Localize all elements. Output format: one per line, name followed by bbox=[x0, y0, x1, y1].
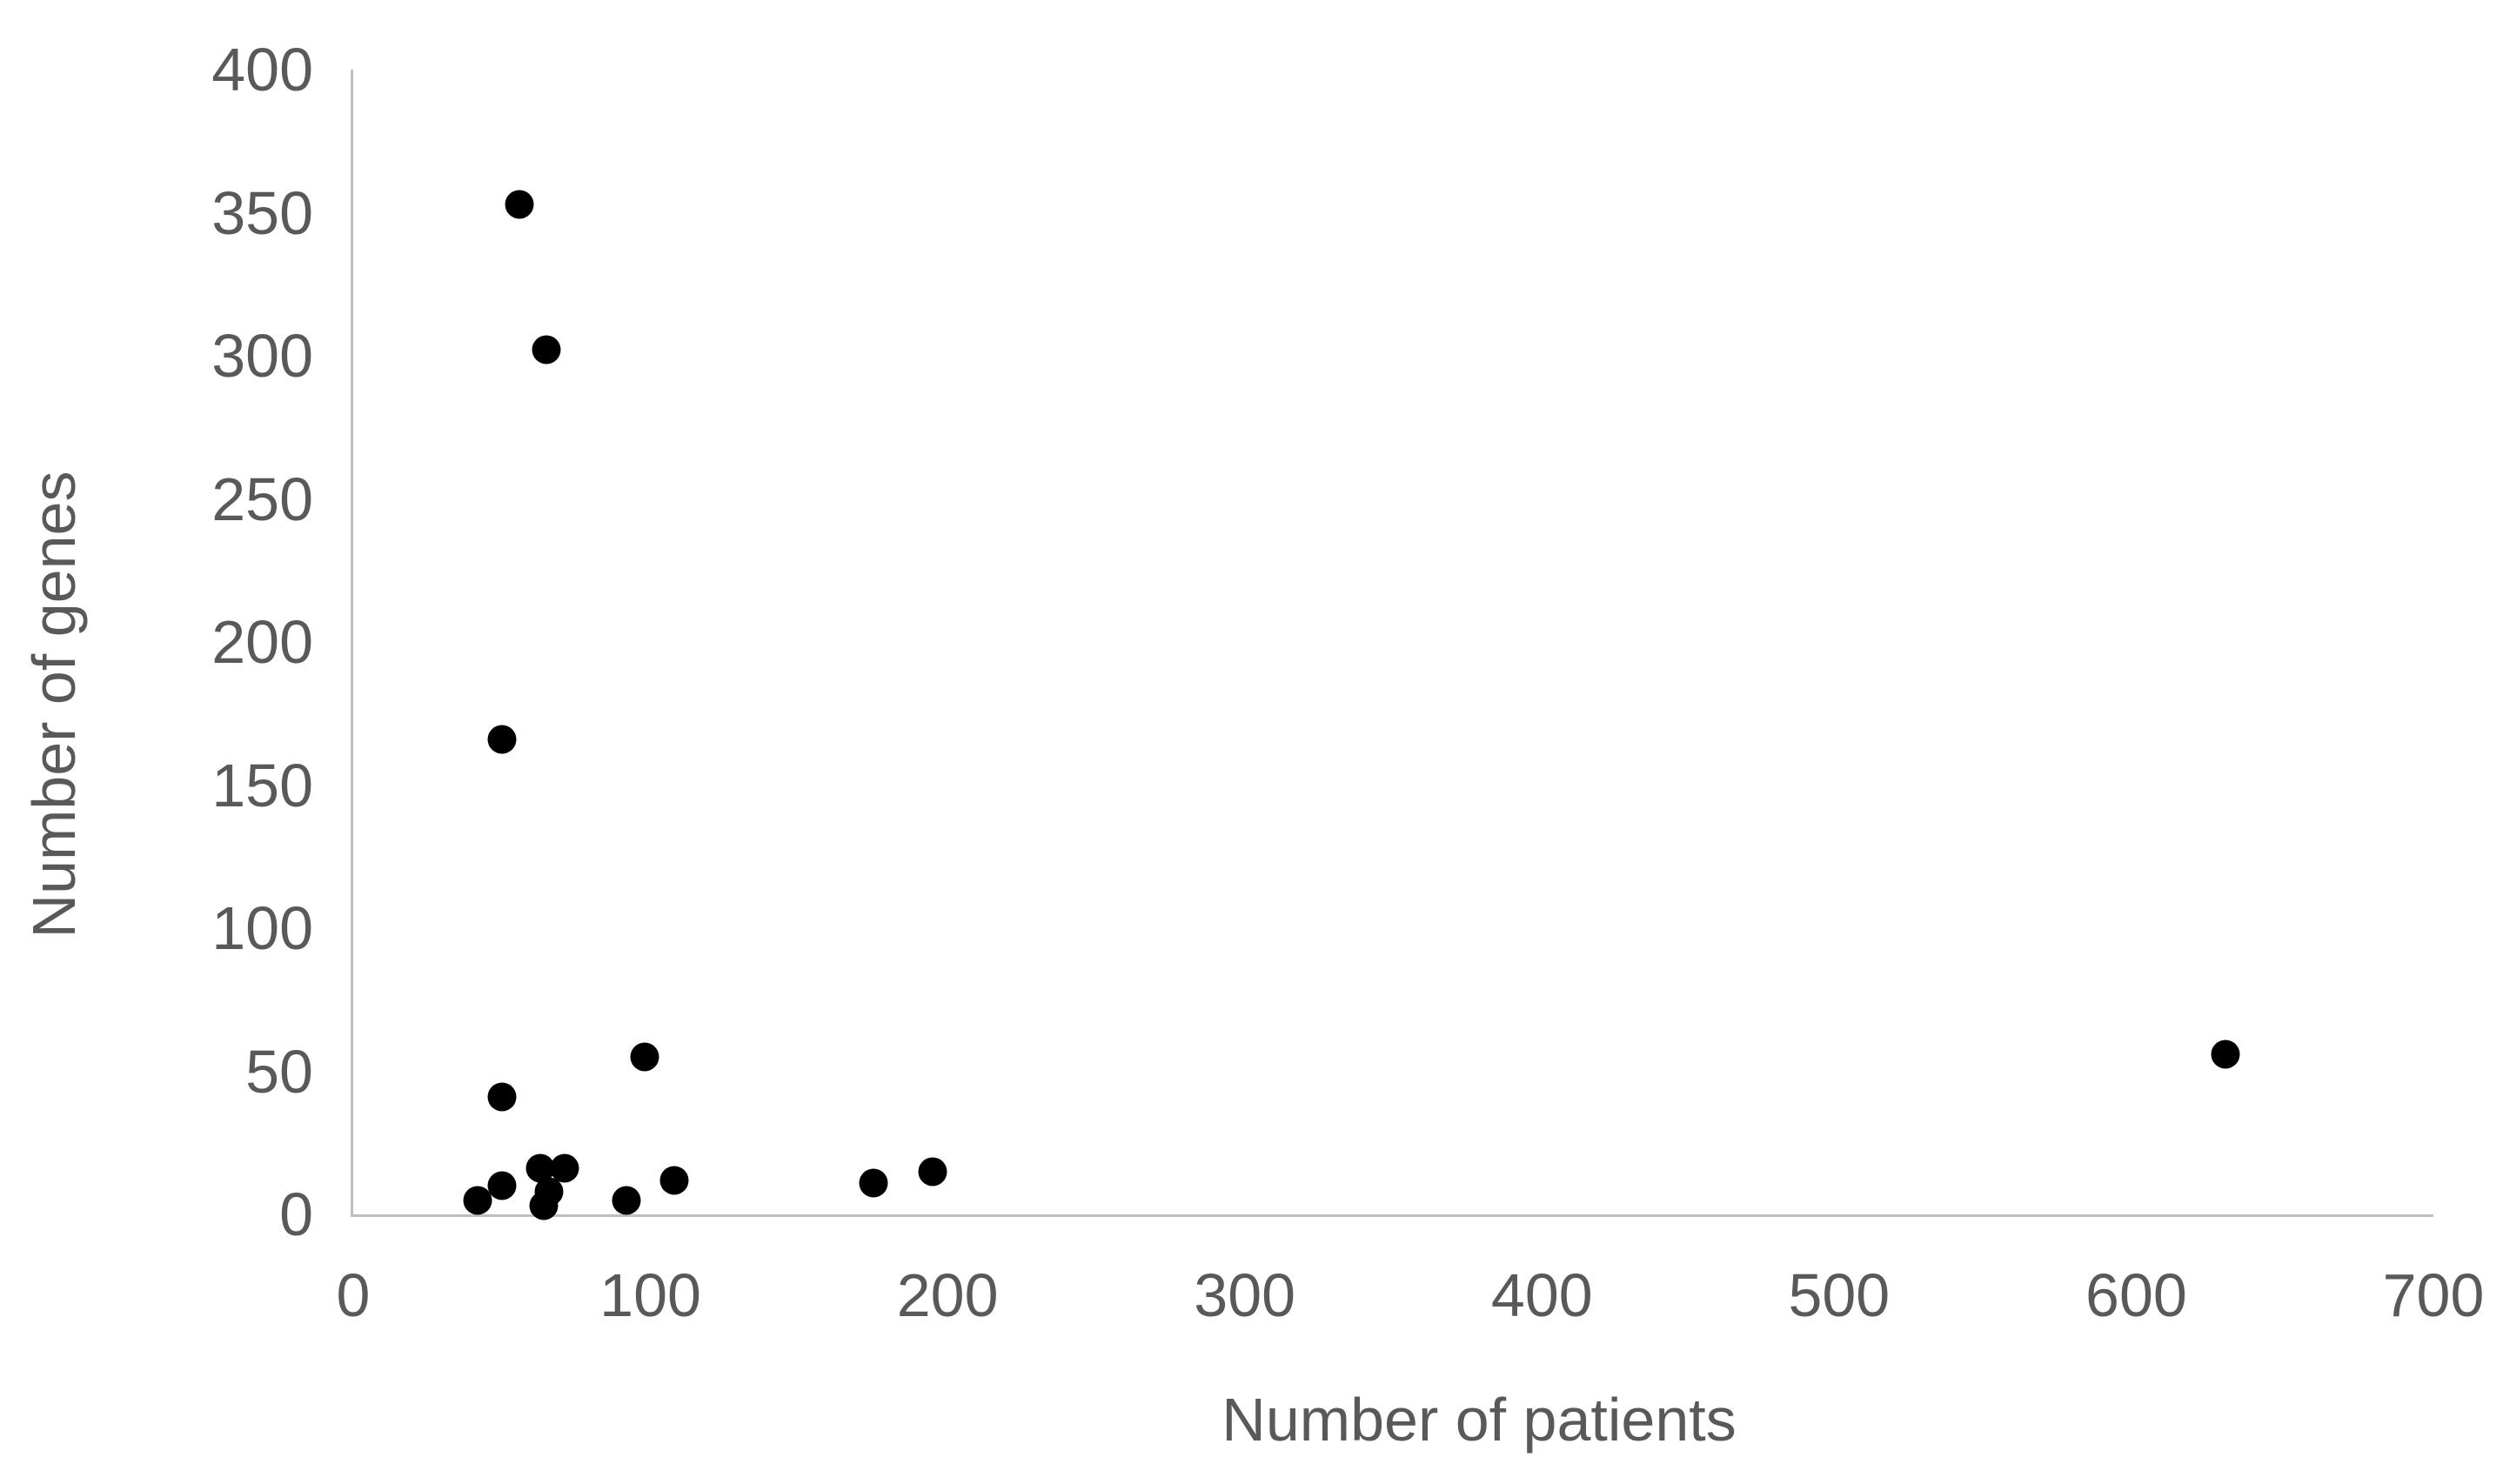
y-tick-label: 150 bbox=[211, 751, 313, 819]
x-tick-label: 100 bbox=[599, 1261, 701, 1329]
scatter-point bbox=[630, 1042, 659, 1072]
y-axis-title: Number of genes bbox=[20, 471, 88, 939]
x-tick-label: 200 bbox=[896, 1261, 999, 1329]
scatter-point bbox=[487, 1171, 517, 1200]
y-tick-label: 200 bbox=[211, 608, 313, 676]
y-tick-label: 400 bbox=[211, 36, 313, 104]
scatter-point bbox=[487, 725, 517, 754]
plot-area: 0 50 100 150 200 250 300 350 400 0 100 200 300 400 500… bbox=[211, 39, 2484, 1326]
scatter-point bbox=[612, 1186, 641, 1215]
scatter-point bbox=[918, 1157, 947, 1187]
scatter-point bbox=[505, 190, 534, 219]
scatter-point bbox=[859, 1168, 888, 1198]
x-tick-label: 0 bbox=[336, 1261, 371, 1329]
x-tick-label: 400 bbox=[1490, 1261, 1593, 1329]
scatter-point bbox=[532, 335, 561, 364]
y-tick-label: 50 bbox=[245, 1037, 313, 1106]
scatter-point bbox=[2211, 1039, 2240, 1069]
x-tick-label: 500 bbox=[1788, 1261, 1891, 1329]
y-tick-label: 100 bbox=[211, 894, 313, 962]
y-tick-label: 300 bbox=[211, 322, 313, 390]
scatter-point bbox=[463, 1186, 492, 1215]
y-tick-label: 350 bbox=[211, 178, 313, 247]
x-axis-title: Number of patients bbox=[1221, 1386, 1737, 1454]
scatter-point bbox=[487, 1082, 517, 1112]
y-tick-label: 0 bbox=[279, 1180, 313, 1248]
x-tick-label: 700 bbox=[2382, 1261, 2485, 1329]
y-tick-label: 250 bbox=[211, 465, 313, 533]
x-tick-label: 600 bbox=[2085, 1261, 2187, 1329]
scatter-point bbox=[529, 1191, 559, 1220]
scatter-point bbox=[659, 1166, 689, 1195]
x-tick-label: 300 bbox=[1194, 1261, 1296, 1329]
